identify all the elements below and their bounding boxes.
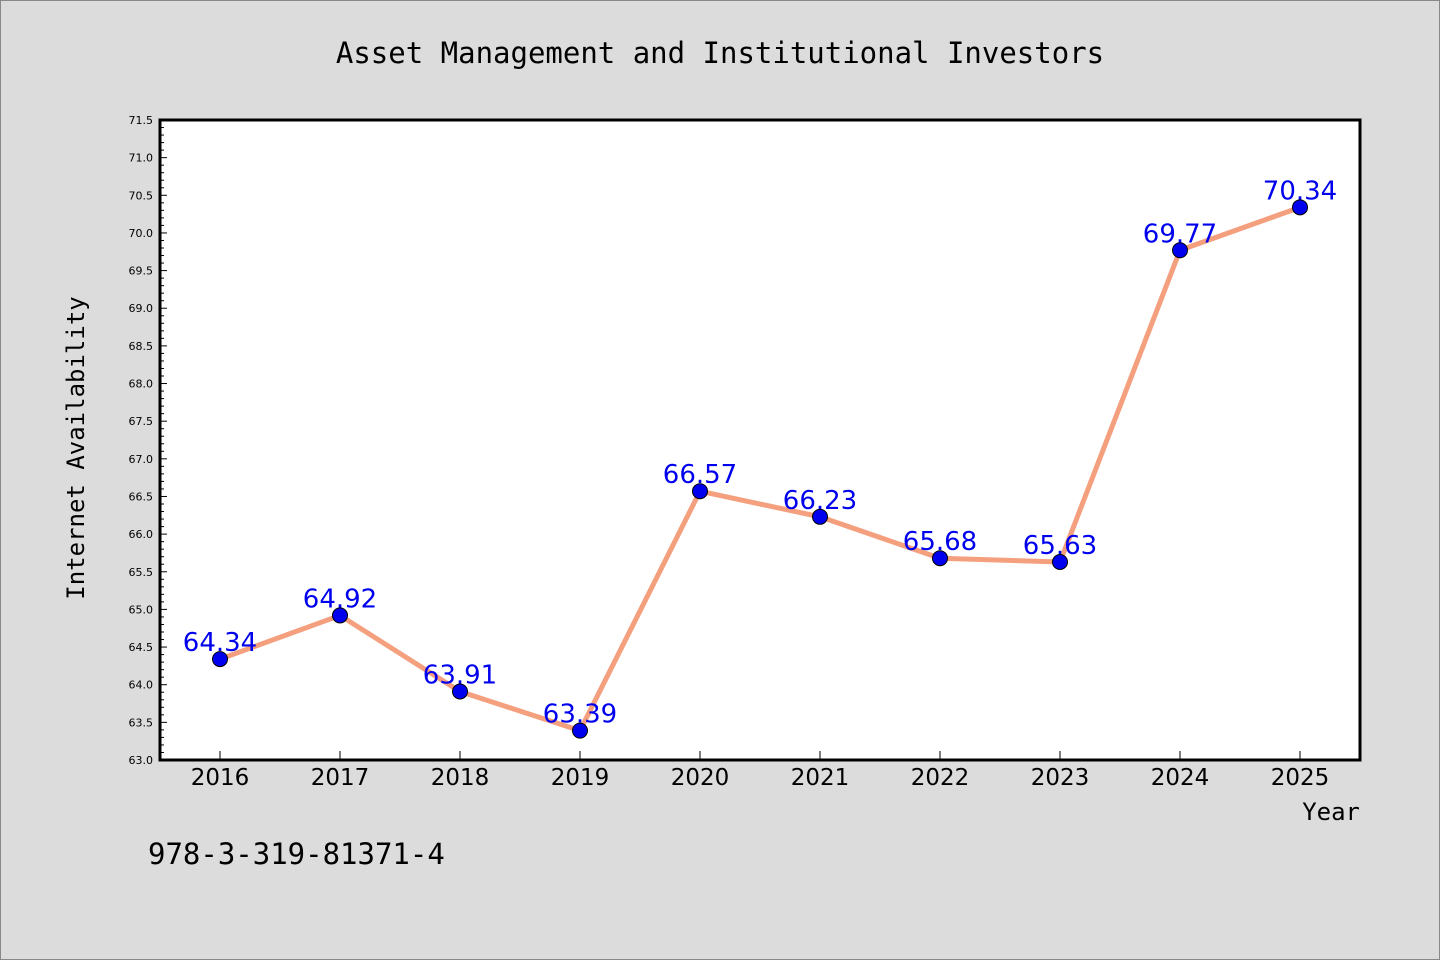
data-label: 66.57: [663, 460, 737, 490]
x-axis: 2016 2017 2018 2019 2020 2021 2022 2023 2024 2025: [191, 751, 1330, 791]
data-point: [452, 683, 468, 700]
y-tick-label: 66.5: [129, 490, 154, 503]
marker-group: [212, 199, 1308, 739]
data-point: [812, 508, 828, 525]
data-point: [212, 651, 228, 668]
y-tick-label: 65.5: [129, 566, 154, 579]
x-tick-label: 2017: [311, 765, 370, 791]
x-tick-label: 2018: [431, 765, 490, 791]
x-tick-label: 2023: [1031, 765, 1090, 791]
series-line-group: [217, 204, 1303, 734]
y-tick-label: 64.5: [129, 641, 154, 654]
y-axis-title: Internet Availability: [62, 296, 90, 599]
data-label: 65.68: [903, 527, 977, 557]
y-tick-label: 69.5: [129, 265, 154, 278]
y-axis: 63.0 63.5 64.0 64.5 65.0 65.5 66.0 66.5 67.0 67.5…: [129, 114, 167, 767]
data-point: [692, 483, 708, 500]
data-point: [572, 722, 588, 739]
y-tick-label: 71.5: [129, 114, 154, 127]
data-point: [932, 550, 948, 567]
y-tick-label: 67.0: [129, 453, 154, 466]
x-axis-title: Year: [1302, 798, 1360, 826]
data-point: [1172, 242, 1188, 259]
y-tick-label: 64.0: [129, 679, 154, 692]
data-label-group: 64.34 64.92 63.91 63.39 66.57 66.23 65.68 65.63…: [183, 176, 1337, 729]
y-tick-label: 68.0: [129, 378, 154, 391]
data-point: [332, 607, 348, 624]
plot-area: [158, 118, 1362, 762]
x-tick-label: 2020: [671, 765, 730, 791]
data-label: 66.23: [783, 486, 857, 516]
x-tick-label: 2024: [1151, 765, 1210, 791]
data-point: [1292, 199, 1308, 216]
y-tick-label: 67.5: [129, 415, 154, 428]
y-tick-label: 68.5: [129, 340, 154, 353]
data-label: 64.34: [183, 628, 257, 658]
data-label: 65.63: [1023, 531, 1097, 561]
data-label: 69.77: [1143, 219, 1217, 249]
x-tick-label: 2021: [791, 765, 850, 791]
data-point: [1052, 553, 1068, 570]
data-label: 63.39: [543, 700, 617, 730]
chart-title: Asset Management and Institutional Inves…: [336, 36, 1104, 70]
y-tick-label: 63.0: [129, 754, 154, 767]
x-tick-label: 2016: [191, 765, 250, 791]
series-line: [217, 204, 1303, 734]
y-tick-label: 69.0: [129, 302, 154, 315]
y-tick-label: 70.5: [129, 189, 154, 202]
data-label: 70.34: [1263, 176, 1337, 206]
isbn-annotation: 978-3-319-81371-4: [148, 837, 445, 871]
y-tick-label: 65.0: [129, 603, 154, 616]
x-tick-label: 2022: [911, 765, 970, 791]
data-label: 64.92: [303, 584, 377, 614]
x-tick-label: 2025: [1271, 765, 1330, 791]
y-tick-label: 70.0: [129, 227, 154, 240]
data-label: 63.91: [423, 660, 497, 690]
y-tick-label: 66.0: [129, 528, 154, 541]
y-tick-label: 63.5: [129, 716, 154, 729]
y-tick-label: 71.0: [129, 152, 154, 165]
x-tick-label: 2019: [551, 765, 610, 791]
